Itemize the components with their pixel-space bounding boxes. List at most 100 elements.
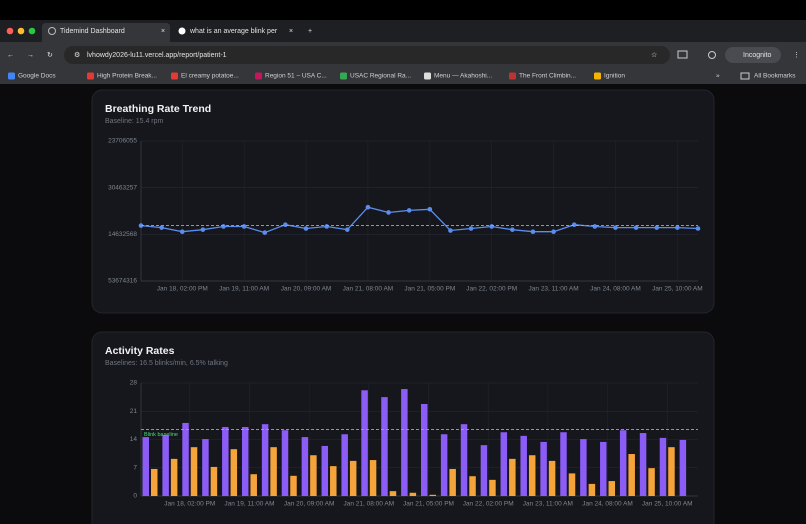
y-tick-label: 30463257 — [108, 184, 137, 191]
bookmark[interactable]: Menu — Akahoshi... — [434, 73, 492, 80]
bar — [409, 492, 417, 496]
bookmark-icon — [340, 72, 347, 80]
extensions[interactable] — [708, 51, 716, 59]
point — [159, 225, 164, 230]
bar — [421, 403, 428, 496]
bar — [580, 439, 587, 496]
bar — [619, 430, 627, 496]
all-bookmarks[interactable]: All Bookmarks — [754, 73, 796, 80]
bookmark-star[interactable]: ☆ — [651, 51, 657, 59]
bar — [261, 424, 269, 496]
bookmark[interactable]: Region 51 – USA C... — [265, 73, 327, 80]
x-tick-label: Jan 21, 08:00 AM — [344, 501, 395, 508]
zoom-window[interactable] — [28, 27, 36, 35]
bookmark[interactable]: The Front Climbin... — [519, 73, 576, 80]
bar — [270, 447, 277, 496]
tab-close[interactable]: × — [161, 28, 165, 35]
bookmark-icon — [509, 72, 516, 80]
bar — [668, 447, 675, 496]
chart-subtitle: Baselines: 16.5 blinks/min, 6.5% talking — [105, 360, 228, 367]
menu-bar — [0, 0, 806, 20]
x-tick-label: Jan 19, 11:00 AM — [224, 501, 274, 508]
bar — [460, 424, 468, 496]
tab-title[interactable]: what is an average blink per — [189, 28, 278, 35]
omnibox[interactable] — [64, 46, 670, 64]
point — [633, 225, 639, 230]
bar — [548, 460, 556, 496]
point — [592, 224, 598, 229]
x-tick-label: Jan 22, 02:00 PM — [466, 286, 517, 293]
y-tick-label: 0 — [133, 493, 137, 500]
back[interactable]: ← — [7, 52, 14, 59]
bar — [142, 437, 149, 496]
bar — [480, 445, 488, 496]
new-tab[interactable]: + — [308, 28, 312, 35]
card — [91, 89, 715, 314]
site-info[interactable]: ⚙ — [74, 51, 80, 59]
folder-icon — [740, 72, 750, 80]
x-tick-label: Jan 24, 08:00 AM — [582, 501, 633, 508]
menu[interactable]: ⋮ — [793, 52, 800, 59]
bar — [449, 468, 456, 496]
bar — [190, 447, 198, 496]
bar — [310, 455, 317, 496]
bar — [202, 439, 209, 496]
point — [262, 230, 268, 235]
point — [530, 229, 536, 235]
bookmark[interactable]: High Protein Break... — [97, 73, 157, 80]
chart-title: Breathing Rate Trend — [105, 103, 211, 115]
chart-title: Activity Rates — [105, 345, 175, 357]
profile-chip[interactable] — [725, 47, 781, 63]
bar — [540, 441, 547, 496]
point — [571, 222, 577, 228]
bar — [162, 435, 169, 496]
point — [489, 224, 495, 229]
point — [406, 208, 412, 213]
x-tick-label: Jan 23, 11:00 AM — [523, 501, 573, 508]
profile: Incognito — [743, 52, 772, 59]
point — [613, 225, 618, 230]
point — [221, 224, 226, 229]
x-tick-label: Jan 18, 02:00 PM — [157, 286, 208, 293]
bar — [321, 445, 329, 496]
bookmark[interactable]: El creamy potatoe... — [181, 73, 239, 80]
point — [386, 210, 391, 215]
tab-close[interactable]: × — [289, 28, 293, 35]
cast[interactable] — [677, 50, 688, 59]
bar — [341, 434, 348, 496]
bookmark-icon — [171, 72, 178, 80]
point — [200, 227, 206, 232]
bar — [361, 390, 368, 496]
reload[interactable]: ↻ — [47, 52, 53, 59]
forward[interactable]: → — [27, 52, 34, 59]
bookmarks-overflow[interactable]: » — [716, 73, 720, 80]
bar — [489, 479, 496, 496]
active-tab[interactable] — [42, 23, 170, 42]
bar — [222, 426, 229, 496]
y-tick-label: 14 — [130, 436, 138, 443]
x-tick-label: Jan 19, 11:00 AM — [219, 286, 269, 293]
close-window[interactable] — [6, 27, 14, 35]
point — [448, 228, 453, 233]
bar — [679, 439, 687, 496]
minimize-window[interactable] — [17, 27, 25, 35]
point — [468, 226, 474, 231]
bar — [330, 466, 337, 496]
point — [551, 229, 556, 235]
bookmark[interactable]: Ignition — [604, 73, 625, 80]
baseline-label: Blink baseline — [144, 432, 178, 438]
bar — [210, 466, 218, 496]
url[interactable]: lvhowdy2026-lu11.vercel.app/report/patie… — [87, 52, 227, 59]
point — [510, 227, 515, 232]
bookmark[interactable]: USAC Regional Ra... — [350, 73, 411, 80]
x-tick-label: Jan 23, 11:00 AM — [529, 286, 579, 293]
bookmark-icon — [424, 72, 431, 80]
bar — [568, 473, 576, 496]
bar — [301, 437, 309, 496]
tab-icon — [48, 27, 56, 35]
bookmark[interactable]: Google Docs — [18, 73, 56, 80]
point — [303, 226, 309, 231]
bar — [389, 491, 397, 496]
bar — [639, 433, 647, 496]
point — [695, 226, 701, 231]
